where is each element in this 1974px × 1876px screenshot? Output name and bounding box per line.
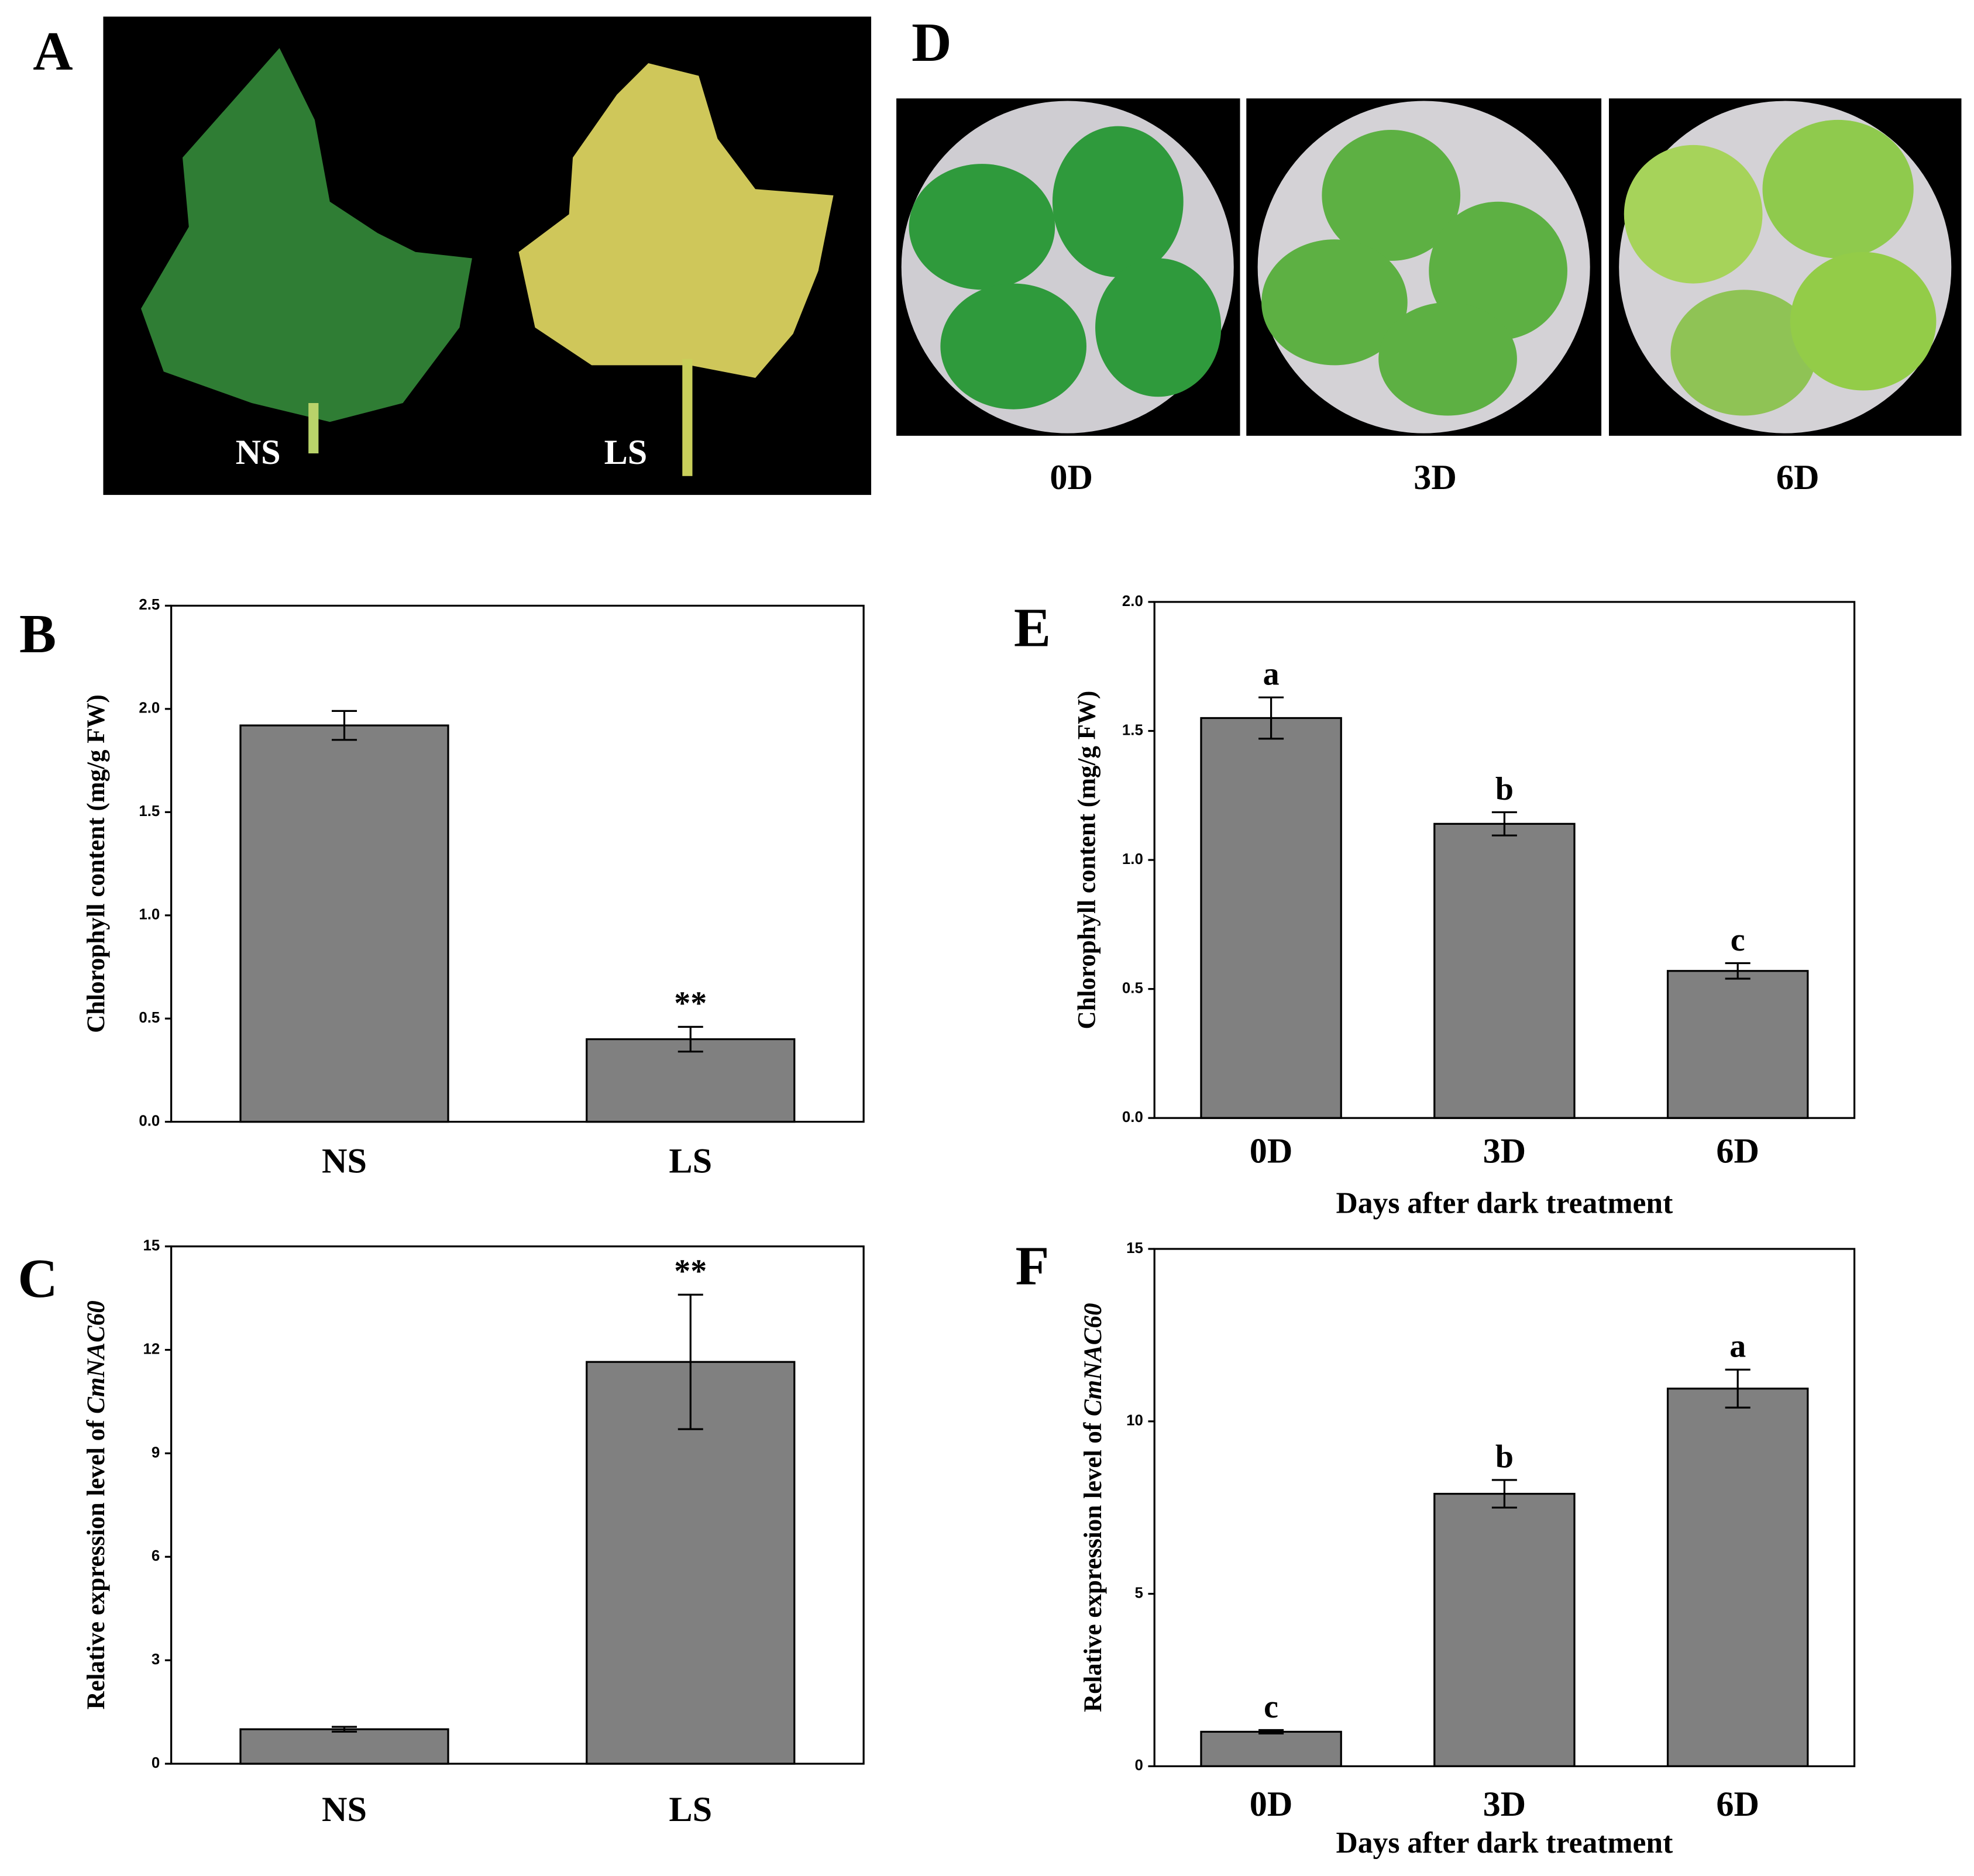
x-tick-label: 0D [1250, 1131, 1293, 1171]
y-tick-label: 1.0 [139, 907, 160, 923]
y-tick-label: 10 [1126, 1413, 1143, 1429]
plot-frame [1153, 1248, 1856, 1767]
significance-label: a [1729, 1328, 1746, 1365]
bar [1666, 970, 1809, 1119]
y-tick-label: 0.5 [1122, 980, 1143, 996]
y-tick-label: 1.0 [1122, 851, 1143, 868]
y-axis-label-part: Relative expression level of [1079, 1422, 1107, 1712]
y-tick-label: 0 [1134, 1757, 1143, 1774]
plot-frame [170, 604, 865, 1123]
x-tick-label: 3D [1483, 1785, 1526, 1824]
bar [1200, 1730, 1342, 1767]
x-tick-label: 3D [1483, 1131, 1526, 1171]
panel-label: C [18, 1248, 57, 1309]
day-label: 3D [1414, 458, 1457, 497]
y-tick-label: 2.5 [139, 597, 160, 613]
x-tick-label: NS [322, 1142, 367, 1181]
stem-ns [308, 402, 319, 454]
photo-d [896, 98, 1962, 436]
y-axis-label: Chlorophyll content (mg/g FW) [1073, 691, 1101, 1030]
significance-label: ** [674, 1254, 707, 1290]
x-tick-label: 0D [1250, 1785, 1293, 1824]
y-tick-label: 15 [143, 1238, 160, 1254]
panel-label: F [1016, 1235, 1050, 1296]
x-tick-label: LS [669, 1790, 712, 1829]
y-tick-label: 2.0 [139, 700, 160, 717]
stem-ls [682, 359, 693, 476]
y-tick-label: 12 [143, 1341, 160, 1357]
x-axis-label: Days after dark treatment [1336, 1187, 1673, 1220]
x-tick-label: 6D [1716, 1785, 1759, 1824]
x-tick-label: LS [669, 1142, 712, 1181]
bar [1433, 822, 1576, 1119]
y-tick-label: 15 [1126, 1240, 1143, 1257]
panel-label: D [912, 12, 951, 73]
plot-frame [170, 1245, 865, 1765]
significance-label: a [1263, 656, 1280, 693]
y-axis-label: Relative expression level of CmNAC60 [1079, 1303, 1107, 1712]
significance-label: b [1495, 1438, 1514, 1475]
bar [586, 1038, 796, 1123]
bar [239, 724, 449, 1123]
y-tick-label: 2.0 [1122, 593, 1143, 610]
panel-label: E [1014, 597, 1051, 658]
panel-label: B [19, 604, 56, 665]
y-axis-label-part: CmNAC60 [82, 1300, 110, 1414]
y-tick-label: 0 [152, 1755, 160, 1771]
y-tick-label: 0.0 [139, 1113, 160, 1129]
bar [1200, 717, 1342, 1119]
bar [1666, 1388, 1809, 1767]
x-tick-label: 6D [1716, 1131, 1759, 1171]
leaf-ls [518, 63, 834, 378]
day-label: 6D [1776, 458, 1820, 497]
panel-label: A [33, 21, 73, 82]
bar [239, 1728, 449, 1765]
y-tick-label: 0.0 [1122, 1109, 1143, 1125]
day-label: 0D [1050, 458, 1093, 497]
significance-label: c [1731, 922, 1745, 958]
y-axis-label-part: CmNAC60 [1079, 1303, 1107, 1416]
y-tick-label: 6 [152, 1548, 160, 1564]
y-axis-label-part: Relative expression level of [82, 1420, 110, 1710]
bar [1433, 1492, 1576, 1767]
leaf-label: NS [236, 433, 281, 472]
y-tick-label: 1.5 [1122, 722, 1143, 738]
y-tick-label: 9 [152, 1444, 160, 1461]
y-axis-label: Chlorophyll content (mg/g FW) [82, 694, 110, 1033]
plot-frame [1153, 601, 1856, 1119]
y-axis-label: Relative expression level of CmNAC60 [82, 1300, 110, 1709]
leaf-label: LS [604, 433, 648, 472]
y-tick-label: 0.5 [139, 1010, 160, 1026]
significance-label: b [1495, 771, 1514, 807]
y-axis-label-part: Chlorophyll content (mg/g FW) [1073, 691, 1101, 1030]
x-tick-label: NS [322, 1790, 367, 1829]
y-tick-label: 3 [152, 1651, 160, 1668]
significance-label: ** [674, 986, 707, 1022]
y-tick-label: 5 [1134, 1585, 1143, 1601]
y-tick-label: 1.5 [139, 803, 160, 820]
x-axis-label: Days after dark treatment [1336, 1826, 1673, 1860]
y-axis-label-part: Chlorophyll content (mg/g FW) [82, 694, 110, 1033]
significance-label: c [1264, 1689, 1278, 1725]
leaf-ns [141, 48, 472, 422]
